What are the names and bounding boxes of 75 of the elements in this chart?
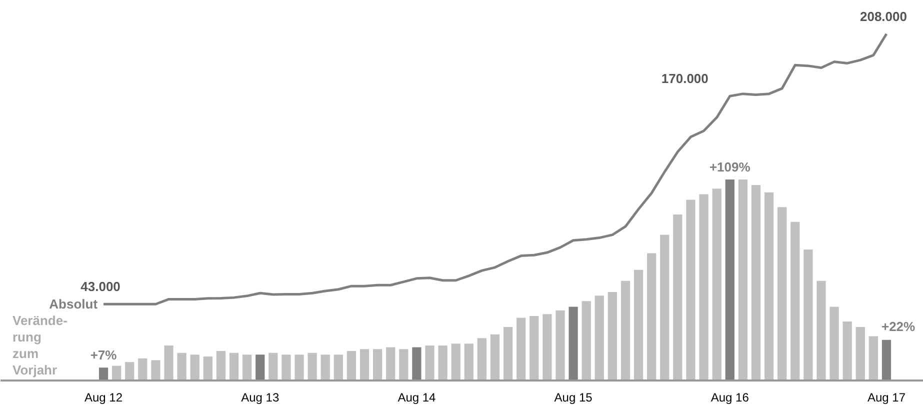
bar xyxy=(699,194,708,380)
bar xyxy=(360,349,370,380)
data-label: +109% xyxy=(709,159,751,174)
bar xyxy=(490,334,500,380)
bar xyxy=(516,318,526,380)
bar xyxy=(764,192,774,380)
bar xyxy=(712,188,722,380)
x-tick-label: Aug 17 xyxy=(867,390,906,404)
bar xyxy=(464,344,474,380)
bar xyxy=(778,207,787,380)
bar xyxy=(320,354,330,380)
bar xyxy=(856,327,865,380)
bar xyxy=(112,366,122,380)
bar xyxy=(568,306,578,380)
bar xyxy=(725,179,734,380)
bar xyxy=(804,250,813,380)
bar xyxy=(620,280,630,380)
bar xyxy=(451,344,460,380)
x-tick-label: Aug 15 xyxy=(554,390,593,404)
bar xyxy=(503,327,513,380)
bar xyxy=(203,356,212,380)
bar xyxy=(868,336,878,380)
bar xyxy=(190,354,200,380)
bar xyxy=(334,354,343,380)
bar xyxy=(308,352,317,380)
bar xyxy=(164,345,174,380)
bar xyxy=(582,301,591,380)
bar xyxy=(542,314,552,380)
bar xyxy=(177,352,186,380)
x-tick-label: Aug 16 xyxy=(710,390,750,404)
series-label: Absolut xyxy=(49,296,98,312)
bar xyxy=(399,349,408,380)
bar xyxy=(98,368,108,380)
bar xyxy=(738,179,748,380)
data-label: 208.000 xyxy=(860,8,907,24)
data-label: 43.000 xyxy=(80,279,120,294)
bar xyxy=(751,184,761,380)
bar xyxy=(530,316,539,380)
bar xyxy=(790,222,800,380)
bar xyxy=(647,253,656,380)
bar xyxy=(477,338,487,380)
bar xyxy=(842,321,852,380)
data-label: +22% xyxy=(881,318,916,334)
bar xyxy=(438,345,448,380)
bar xyxy=(660,234,670,380)
bar xyxy=(216,350,226,380)
bar xyxy=(268,352,278,380)
bar xyxy=(125,362,134,380)
bar xyxy=(830,306,839,380)
bar xyxy=(282,354,291,380)
bar xyxy=(229,352,239,380)
bar xyxy=(372,349,382,380)
bar xyxy=(556,310,565,380)
bar xyxy=(151,360,160,380)
bar xyxy=(242,354,252,380)
bar xyxy=(256,354,265,380)
x-tick-label: Aug 14 xyxy=(398,390,436,404)
bar xyxy=(294,354,304,380)
bar xyxy=(594,296,604,380)
text: Verände- rung zum Vorjahr xyxy=(12,313,68,378)
bar xyxy=(346,350,356,380)
bar xyxy=(686,200,696,380)
bar xyxy=(816,280,826,380)
x-tick-label: Aug 12 xyxy=(84,390,123,404)
bar xyxy=(608,292,618,380)
bar xyxy=(138,358,148,380)
x-tick-label: Aug 13 xyxy=(241,390,280,404)
bar xyxy=(673,214,682,380)
bar xyxy=(412,347,422,380)
bar xyxy=(425,345,434,380)
bar xyxy=(386,347,396,380)
bar xyxy=(882,340,892,380)
data-label: 170.000 xyxy=(661,71,708,86)
data-label: +7% xyxy=(90,348,118,363)
bar xyxy=(634,270,644,380)
